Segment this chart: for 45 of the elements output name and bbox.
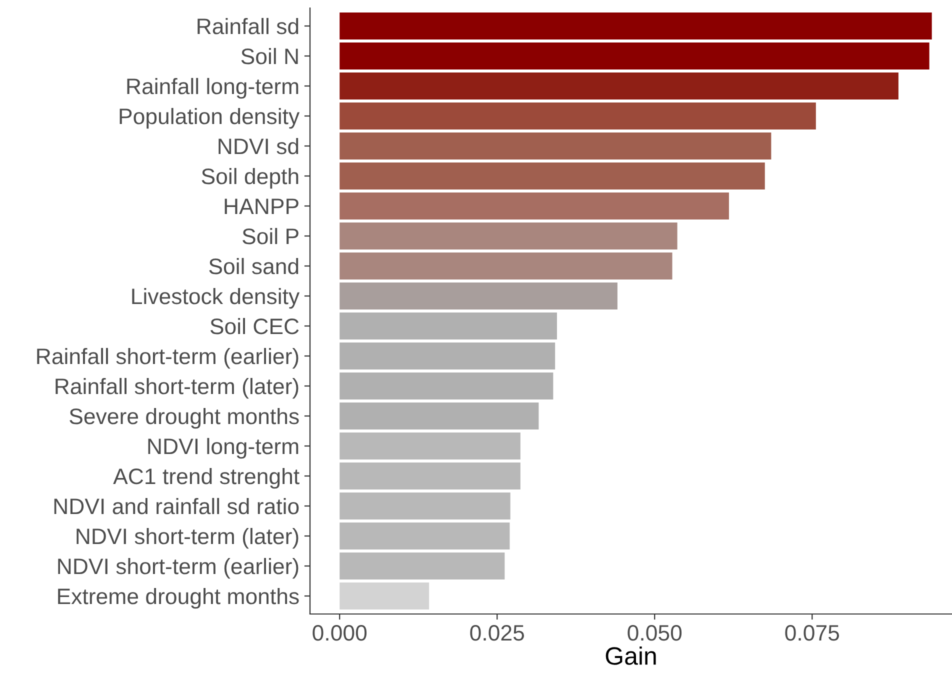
y-tick-label: HANPP xyxy=(224,198,298,214)
y-tick-label: Severe drought months xyxy=(70,408,299,429)
y-tick-label: Extreme drought months xyxy=(58,588,299,609)
y-tick-label: Soil depth xyxy=(202,168,298,189)
bar xyxy=(340,432,520,460)
y-tick-label: AC1 trend strenght xyxy=(113,468,300,489)
x-tick-label: 0.000 xyxy=(312,625,367,641)
bar xyxy=(340,252,672,280)
y-tick-label: Rainfall sd xyxy=(198,18,298,34)
y-tick-label: Rainfall long-term xyxy=(127,78,298,99)
y-tick-label: Rainfall short-term (earlier) xyxy=(37,348,298,369)
bar xyxy=(340,102,816,130)
y-tick-label: NDVI short-term (earlier) xyxy=(58,558,298,579)
bar xyxy=(340,162,765,190)
y-tick-label: Soil P xyxy=(242,228,298,244)
y-tick-label: NDVI and rainfall sd ratio xyxy=(54,498,299,514)
x-tick-label: 0.075 xyxy=(785,625,840,641)
y-tick-label: Soil sand xyxy=(209,258,298,274)
y-tick-label: Livestock density xyxy=(132,288,300,309)
bar xyxy=(340,282,618,310)
y-tick-label: NDVI long-term xyxy=(148,438,298,459)
bar xyxy=(340,12,932,40)
bar xyxy=(340,42,930,70)
y-tick-label: Soil CEC xyxy=(210,318,299,334)
bar xyxy=(340,132,772,160)
x-tick-label: 0.025 xyxy=(470,625,524,641)
bar xyxy=(340,72,898,100)
y-tick-label: Population density xyxy=(120,108,300,129)
bar xyxy=(340,222,678,250)
y-tick-label: Soil N xyxy=(241,48,298,64)
x-tick-label: 0.050 xyxy=(628,625,682,641)
bar xyxy=(340,312,557,340)
bar xyxy=(340,342,556,370)
bar xyxy=(340,552,505,580)
x-axis-title: Gain xyxy=(606,646,656,665)
bar xyxy=(340,582,430,610)
y-tick-label: NDVI short-term (later) xyxy=(76,528,298,549)
y-tick-label: Rainfall short-term (later) xyxy=(56,378,298,399)
bar xyxy=(340,372,554,400)
bar xyxy=(340,402,539,430)
bar xyxy=(340,462,520,490)
y-tick-label: NDVI sd xyxy=(218,138,298,154)
bar xyxy=(340,492,510,520)
bar xyxy=(340,522,510,550)
bar xyxy=(340,192,729,220)
